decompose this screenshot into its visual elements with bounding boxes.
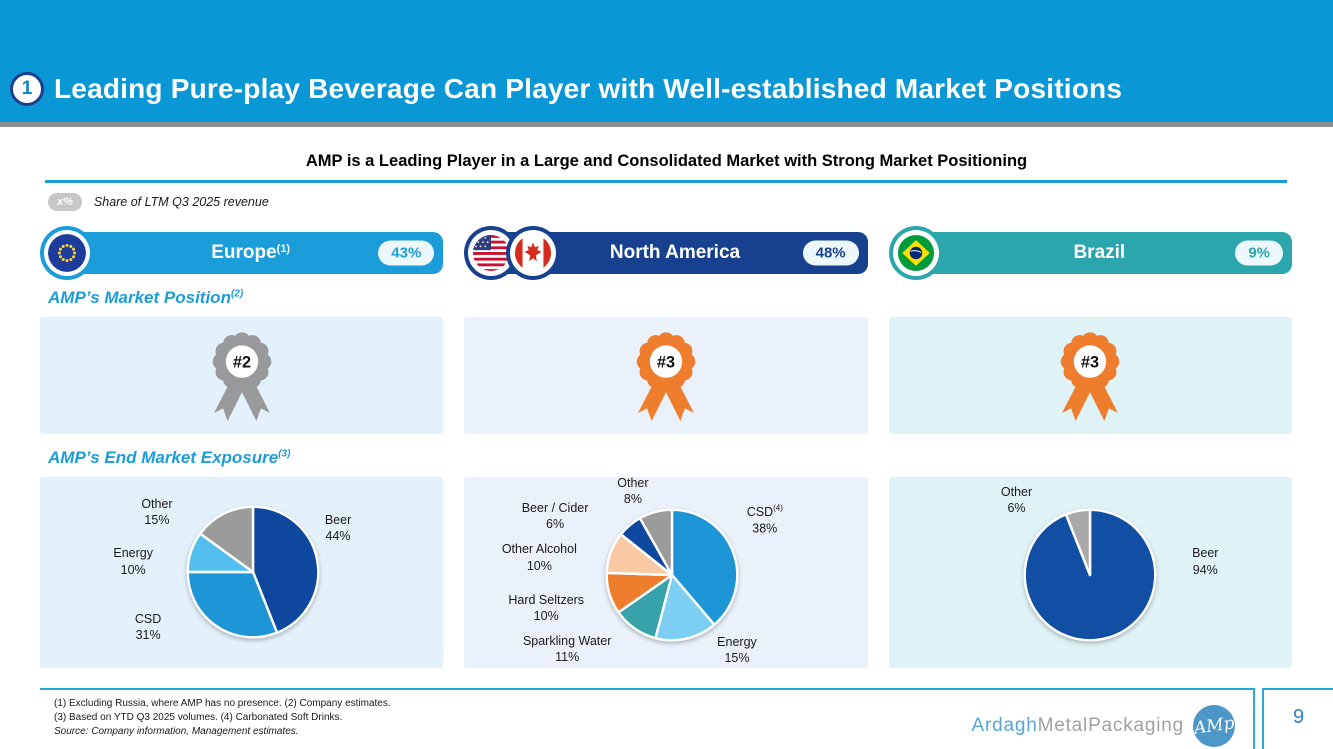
amp-logo-icon: AMp xyxy=(1193,705,1235,747)
pie-slice-label: Beer 94% xyxy=(1192,546,1219,577)
section-heading-market-position: AMP’s Market Position(2) xyxy=(48,288,244,307)
market-position-box-north-america: #3 xyxy=(464,317,868,434)
pie-box-europe: Beer 44% CSD 31% Energy 10% Other 15% xyxy=(40,477,444,668)
region-bar-north-america: North America 48% xyxy=(464,226,868,280)
svg-text:#3: #3 xyxy=(1081,353,1099,371)
header-divider xyxy=(0,122,1333,127)
rank-rosette-icon: #3 xyxy=(621,325,711,426)
brand-name-primary: Ardagh xyxy=(971,715,1038,736)
company-logo: ArdaghMetalPackaging AMp xyxy=(972,705,1235,747)
subtitle-underline xyxy=(45,180,1287,183)
pie-box-north-america: CSD(4) 38% Energy 15% Sparkling Water 11% Hard… xyxy=(464,475,868,668)
us-flag-icon xyxy=(464,226,519,280)
footer-main: (1) Excluding Russia, where AMP has no p… xyxy=(40,688,1255,749)
pie-slice-label: Energy 10% xyxy=(113,546,153,577)
slide-subtitle: AMP is a Leading Player in a Large and C… xyxy=(305,152,1028,170)
footer: (1) Excluding Russia, where AMP has no p… xyxy=(40,688,1333,749)
slide-number-circle: 1 xyxy=(10,72,44,106)
footnote-line: (1) Excluding Russia, where AMP has no p… xyxy=(54,698,391,709)
rank-rosette-icon: #2 xyxy=(197,325,287,426)
pie-chart xyxy=(604,507,740,643)
pie-chart xyxy=(1022,507,1158,643)
canada-flag-icon xyxy=(506,226,561,280)
svg-text:#2: #2 xyxy=(233,353,251,371)
footnotes: (1) Excluding Russia, where AMP has no p… xyxy=(54,697,391,739)
market-position-box-europe: #2 xyxy=(40,317,444,434)
legend-label: Share of LTM Q3 2025 revenue xyxy=(93,195,269,209)
pie-slice-label: Beer 44% xyxy=(324,512,352,544)
region-bars-row: Europe (1) 43% xyxy=(40,226,1292,280)
page-number: 9 xyxy=(1292,706,1305,728)
footnote-line: (3) Based on YTD Q3 2025 volumes. (4) Ca… xyxy=(54,712,343,723)
market-position-box-brazil: #3 xyxy=(888,317,1292,434)
share-badge-brazil: 9% xyxy=(1235,240,1283,266)
page-number-box: 9 xyxy=(1262,688,1333,749)
brand-name-secondary: MetalPackaging xyxy=(1037,715,1184,736)
eu-flag-icon xyxy=(40,226,94,280)
pie-slice-label: Other Alcohol 10% xyxy=(501,542,577,573)
region-title-europe: Europe (1) xyxy=(211,242,291,263)
share-badge-europe: 43% xyxy=(378,240,435,266)
svg-text:#3: #3 xyxy=(657,353,675,371)
section-heading-end-market-exposure: AMP’s End Market Exposure(3) xyxy=(48,448,291,467)
pie-slice-label: Other 15% xyxy=(141,496,173,528)
pie-slice-label: CSD(4) 38% xyxy=(746,503,783,536)
end-market-row: Beer 44% CSD 31% Energy 10% Other 15% CSD(4) 38%… xyxy=(40,475,1292,668)
share-badge-north-america: 48% xyxy=(802,240,859,266)
rank-rosette-icon: #3 xyxy=(1045,325,1135,426)
region-title-brazil: Brazil xyxy=(1073,242,1126,263)
brazil-flag-icon xyxy=(888,226,943,280)
pie-slice-label: Other 6% xyxy=(1000,484,1033,516)
market-position-row: #2 #3 #3 xyxy=(40,317,1292,434)
region-bar-brazil: Brazil 9% xyxy=(888,226,1292,280)
source-note: Source: Company information, Management … xyxy=(54,726,299,737)
title-band: 1 Leading Pure-play Beverage Can Player … xyxy=(0,0,1333,122)
pie-chart xyxy=(185,504,321,640)
pie-slice-label: Sparkling Water 11% xyxy=(522,633,612,664)
region-bar-europe: Europe (1) 43% xyxy=(40,226,444,280)
legend: x% Share of LTM Q3 2025 revenue xyxy=(48,193,269,211)
pie-box-brazil: Beer 94% Other 6% xyxy=(888,477,1292,668)
share-pill-icon: x% xyxy=(48,193,82,211)
pie-slice-label: CSD 31% xyxy=(134,611,162,642)
pie-slice-label: Energy 15% xyxy=(717,634,757,665)
page-title: Leading Pure-play Beverage Can Player wi… xyxy=(54,73,1123,104)
pie-slice-label: Beer / Cider 6% xyxy=(521,500,589,532)
region-title-north-america: North America xyxy=(609,242,741,263)
pie-slice-label: Hard Seltzers 10% xyxy=(508,592,585,623)
pie-slice-label: Other 8% xyxy=(617,475,649,507)
